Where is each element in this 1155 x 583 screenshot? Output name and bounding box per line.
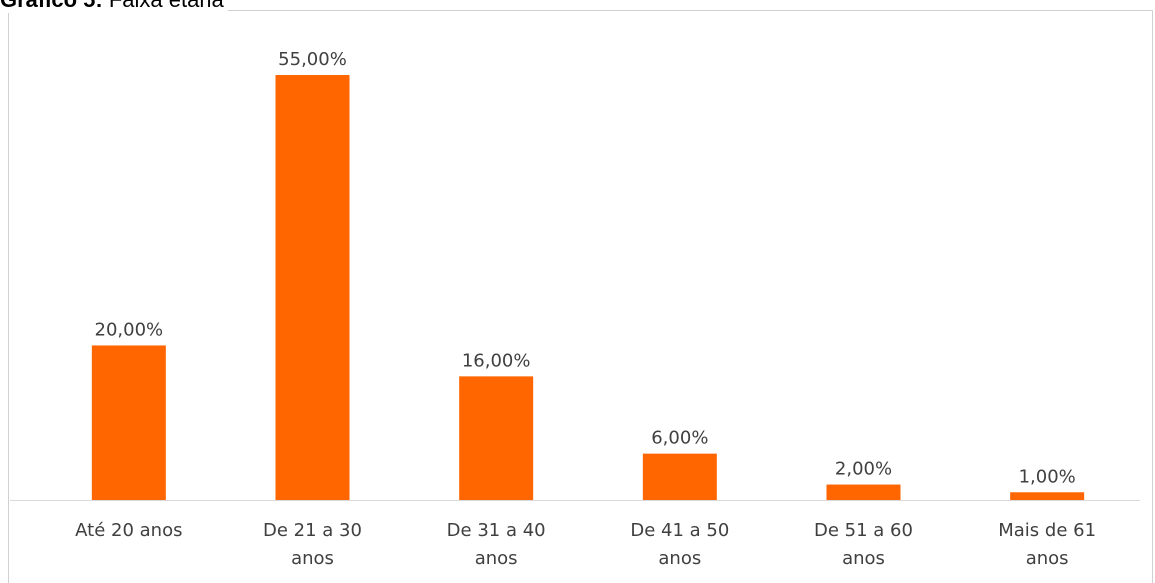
- bar: [826, 484, 901, 500]
- x-tick-label: De 41 a 50 anos: [630, 520, 730, 569]
- bar: [642, 453, 717, 500]
- x-tick-label: De 21 a 30 anos: [263, 520, 362, 569]
- x-tick-label: De 31 a 40 anos: [446, 520, 546, 569]
- chart-frame: [8, 10, 1153, 583]
- bar: [91, 345, 166, 500]
- title-text: Faixa etária: [109, 0, 224, 12]
- bar: [275, 75, 350, 500]
- x-tick-label: Mais de 61 anos: [998, 520, 1097, 569]
- x-tick-label: De 51 a 60 anos: [814, 520, 913, 569]
- data-label: 20,00%: [95, 319, 164, 340]
- x-tick-label: Até 20 anos: [75, 520, 183, 541]
- bar: [459, 376, 534, 500]
- chart-title: Gráfico 5: Faixa etária: [0, 0, 228, 13]
- data-label: 1,00%: [1019, 466, 1076, 487]
- data-label: 6,00%: [651, 428, 708, 449]
- data-label: 2,00%: [835, 459, 892, 480]
- bar: [1010, 492, 1085, 500]
- title-prefix: Gráfico 5:: [0, 0, 103, 12]
- data-label: 55,00%: [278, 49, 347, 70]
- data-label: 16,00%: [462, 350, 531, 371]
